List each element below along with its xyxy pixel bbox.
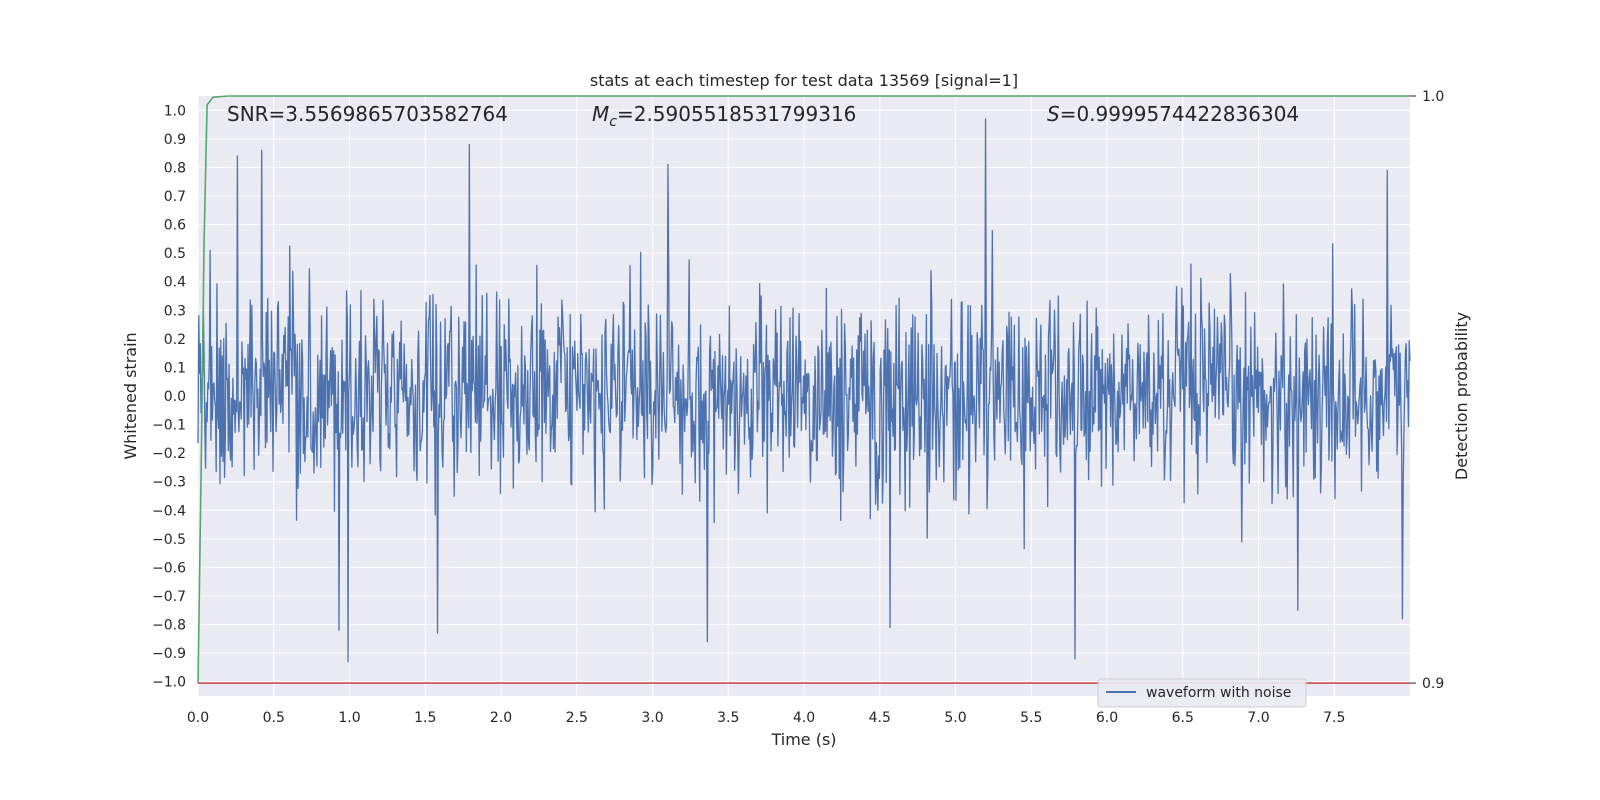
x-axis-label: Time (s) xyxy=(770,730,836,749)
y2-tick-label: 1.0 xyxy=(1422,89,1444,105)
detection-statistic-symbol: S xyxy=(1047,102,1060,126)
y-tick-label: 0.9 xyxy=(164,132,186,148)
y-tick-label: 0.1 xyxy=(164,360,186,376)
y-tick-label: −0.4 xyxy=(152,503,186,519)
y-tick-label: −0.8 xyxy=(152,618,186,634)
legend-entry-waveform: waveform with noise xyxy=(1146,685,1291,701)
x-tick-label: 3.0 xyxy=(641,710,663,726)
y2-axis-label: Detection probability xyxy=(1452,312,1471,480)
y-axis-label: Whitened strain xyxy=(121,332,140,459)
x-tick-label: 2.0 xyxy=(490,710,512,726)
y-axis: 1.0 0.9 0.8 0.7 0.6 0.5 0.4 0.3 0.2 0.1 0.0 −0.1 −0.… xyxy=(152,103,186,690)
y-tick-label: −0.5 xyxy=(152,532,186,548)
x-axis: 0.0 0.5 1.0 1.5 2.0 2.5 3.0 3.5 4.0 4.5 5.0 5.5 6.0 6… xyxy=(187,710,1346,726)
grid xyxy=(197,96,1410,696)
series-waveform-with-noise xyxy=(197,118,1411,663)
y-tick-label: 0.3 xyxy=(164,303,186,319)
x-tick-label: 4.0 xyxy=(793,710,815,726)
chirp-mass-annotation: Mc=2.5905518531799316 xyxy=(592,102,856,130)
y-tick-label: −1.0 xyxy=(152,675,186,691)
y2-axis: 1.0 0.9 xyxy=(1410,89,1444,692)
x-tick-label: 4.5 xyxy=(869,710,891,726)
y-tick-label: −0.3 xyxy=(152,475,186,491)
x-tick-label: 1.0 xyxy=(338,710,360,726)
y2-tick-label: 0.9 xyxy=(1422,676,1444,692)
x-tick-label: 1.5 xyxy=(414,710,436,726)
chirp-mass-value: =2.5905518531799316 xyxy=(617,102,856,126)
y-tick-label: 0.2 xyxy=(164,332,186,348)
series-detection-probability xyxy=(197,95,1410,684)
y-tick-label: 0.7 xyxy=(164,189,186,205)
y-tick-label: −0.6 xyxy=(152,560,186,576)
y-tick-label: −0.1 xyxy=(152,418,186,434)
y-tick-label: 1.0 xyxy=(164,103,186,119)
legend-box xyxy=(1097,678,1307,708)
x-tick-label: 3.5 xyxy=(717,710,739,726)
legend: waveform with noise xyxy=(1097,678,1307,708)
y-tick-label: −0.9 xyxy=(152,646,186,662)
y-tick-label: 0.4 xyxy=(164,275,186,291)
y-tick-label: 0.6 xyxy=(164,218,186,234)
x-tick-label: 2.5 xyxy=(566,710,588,726)
snr-annotation: SNR=3.5569865703582764 xyxy=(227,102,508,126)
detection-statistic-value: =0.9999574422836304 xyxy=(1060,102,1299,126)
x-tick-label: 7.0 xyxy=(1247,710,1269,726)
detection-statistic-annotation: S=0.9999574422836304 xyxy=(1047,102,1299,126)
x-tick-label: 6.5 xyxy=(1172,710,1194,726)
y-tick-label: 0.5 xyxy=(164,246,186,262)
x-tick-label: 5.5 xyxy=(1020,710,1042,726)
x-tick-label: 7.5 xyxy=(1323,710,1345,726)
x-tick-label: 6.0 xyxy=(1096,710,1118,726)
y-tick-label: 0.0 xyxy=(164,389,186,405)
chirp-mass-subscript: c xyxy=(609,114,617,130)
chirp-mass-symbol: M xyxy=(592,102,609,126)
x-tick-label: 5.0 xyxy=(944,710,966,726)
chart-title: stats at each timestep for test data 135… xyxy=(590,71,1018,90)
x-tick-label: 0.0 xyxy=(187,710,209,726)
x-tick-label: 0.5 xyxy=(263,710,285,726)
y-tick-label: −0.7 xyxy=(152,589,186,605)
y-tick-label: −0.2 xyxy=(152,446,186,462)
y-tick-label: 0.8 xyxy=(164,160,186,176)
